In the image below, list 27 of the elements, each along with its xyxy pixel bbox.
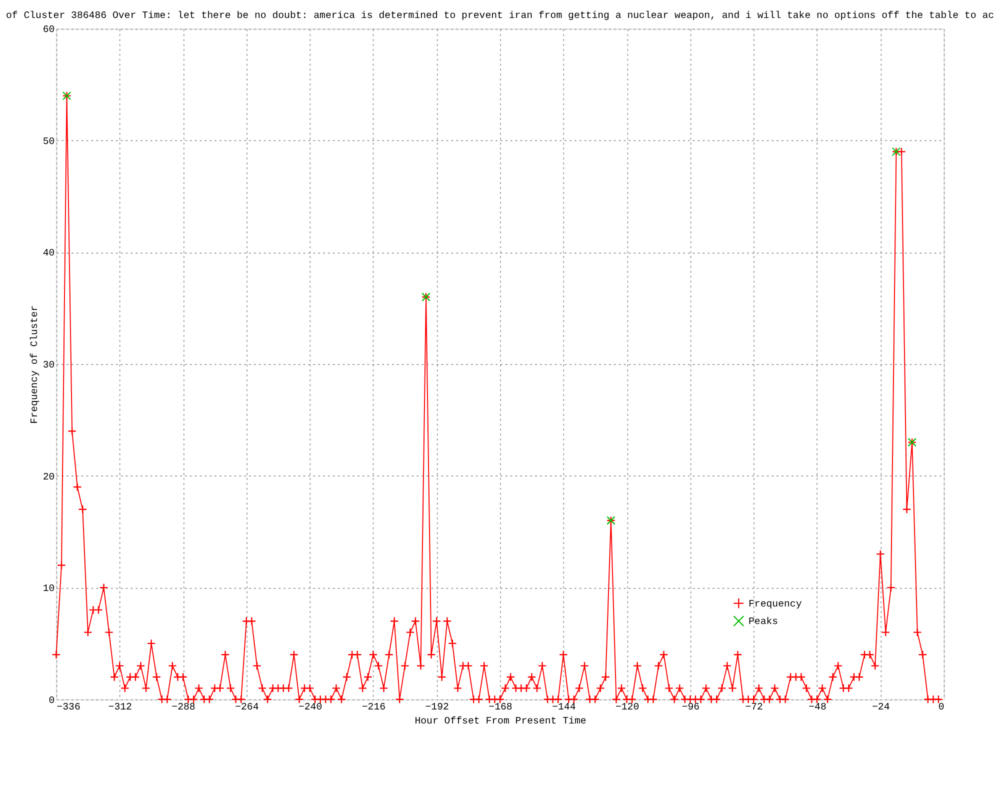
x-tick-label: 0 [938, 702, 944, 713]
x-tick-label: −240 [298, 702, 322, 713]
y-tick-label: 30 [42, 360, 55, 370]
y-tick-label: 10 [42, 583, 55, 594]
y-tick-label: 0 [48, 694, 55, 706]
x-tick-label: −264 [235, 702, 259, 713]
x-tick-label: −72 [745, 702, 764, 713]
x-tick-label: −312 [108, 702, 132, 713]
y-tick-label: 60 [42, 24, 55, 36]
x-tick-label: −24 [872, 702, 890, 713]
x-axis-title: Hour Offset From Present Time [414, 716, 586, 727]
x-tick-label: −216 [362, 702, 386, 713]
y-tick-label: 20 [42, 471, 55, 482]
x-tick-label: −120 [615, 702, 640, 713]
x-tick-label: −192 [425, 702, 450, 713]
x-tick-label: −144 [552, 702, 576, 713]
y-tick-label: 40 [42, 248, 55, 259]
legend-label: Peaks [748, 616, 778, 628]
x-tick-label: −96 [682, 702, 700, 713]
y-tick-label: 50 [42, 136, 55, 147]
x-tick-label: −168 [488, 702, 512, 713]
x-tick-label: −336 [56, 702, 80, 713]
legend-label: Frequency [748, 598, 802, 610]
y-axis-title: Frequency of Cluster [28, 305, 40, 424]
x-tick-label: −288 [172, 702, 196, 713]
x-tick-label: −48 [808, 702, 826, 713]
chart-title: of Cluster 386486 Over Time: let there be no doubt: america is determined to prevent iran from getting a nuclear weapon, and i will take no options off the table to ac [6, 10, 994, 21]
